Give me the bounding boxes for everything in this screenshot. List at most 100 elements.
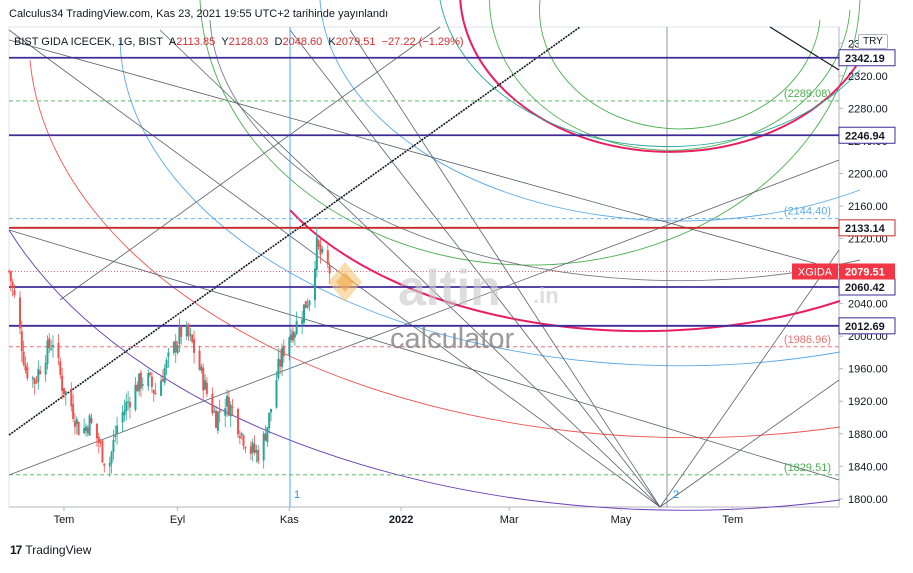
candle-body [229,404,232,417]
candle-body [242,435,245,446]
candle-body [205,382,208,394]
candle-body [48,338,51,349]
candle-body [59,361,62,375]
candle-body [141,384,144,386]
candle-body [216,411,219,431]
fib-arc [29,59,841,439]
candle-body [189,334,192,336]
symbol-badge [792,263,838,280]
level-badge [838,317,896,335]
candle-body [290,334,293,341]
candle-body [154,393,157,395]
series-legend[interactable]: BIST GIDA ICECEK, 1G, BIST A2113.85 Y212… [14,36,464,48]
candle-body [147,373,150,387]
legend-open: 2113.85 [176,36,216,48]
watermark-sub: calculator [390,323,514,355]
candle-body [302,304,305,323]
legend-low: 2048.60 [282,36,323,48]
x-tick-label: May [611,514,632,526]
footer-brand[interactable]: 17 TradingView [10,543,91,557]
candle-body [213,410,216,413]
candle-body [227,397,230,416]
candle-body [110,451,113,464]
watermark: altin .in calculator [328,260,559,355]
candle-body [44,362,47,375]
x-tick-label: Kas [280,514,299,526]
candle-body [72,404,75,419]
candle-body [237,409,240,435]
fan-line [659,379,840,508]
candle-body [20,331,23,352]
y-tick-label: 2280.00 [848,103,888,115]
price-badges-layer: 2342.19 2246.94 2133.14 2060.42 2012.69 XGIDA… [792,49,896,335]
time-axis[interactable]: Tem Eyl Kas 2022 Mar May Tem [54,507,744,526]
y-tick-label: 2040.00 [848,299,888,311]
candle-body [161,378,164,382]
candle-body [134,384,137,410]
candle-body [308,300,311,306]
marker-1: 1 [294,489,300,501]
candles-layer [8,227,331,477]
candle-body [37,368,40,383]
candle-body [231,406,234,408]
legend-close: 2079.51 [335,36,376,48]
candle-body [160,380,163,396]
level-label: (2289.08) [784,88,831,100]
candle-body [315,237,318,271]
candle-body [99,442,102,444]
candle-body [77,422,80,436]
candle-body [262,433,265,461]
x-tick-label: Mar [500,514,519,526]
y-tick-label: 1960.00 [848,364,888,376]
level-badge-label: 2012.69 [845,321,885,333]
candle-body [193,339,196,353]
candle-body [75,418,78,425]
currency-button[interactable]: TRY [858,34,888,49]
candle-body [255,450,258,453]
candle-body [116,425,119,435]
candle-body [90,418,93,424]
candle-body [180,326,183,337]
candle-body [257,450,260,462]
candle-body [218,410,221,413]
candle-body [62,388,65,394]
candle-body [301,319,304,325]
level-badge-label: 2342.19 [845,53,885,65]
candle-body [282,345,285,357]
candle-body [240,433,243,436]
y-tick-label: 1880.00 [848,429,888,441]
y-tick-label: 2200.00 [848,168,888,180]
candle-body [46,340,49,364]
candle-body [321,248,324,253]
watermark-logo [328,262,362,302]
legend-high: 2128.03 [228,36,269,48]
candle-body [121,412,124,423]
candle-body [224,408,227,416]
candle-body [123,410,126,416]
candle-body [291,331,294,341]
price-axis[interactable]: 1800.001840.001880.001920.001960.002000.… [839,38,888,506]
level-badge-label: 2133.14 [845,223,886,235]
legend-open-label: A [168,36,177,48]
fan-line [349,29,661,508]
candle-body [191,334,194,342]
legend-change: −27.22 (−1.29%) [381,36,464,48]
y-tick-label: 2120.00 [848,234,888,246]
level-badge [838,126,896,144]
tradingview-logo-icon: 17 [10,543,22,557]
candle-body [95,423,98,439]
fib-arc [489,0,851,151]
y-tick-label: 1800.00 [848,494,888,506]
candle-body [13,290,16,296]
candle-body [61,375,64,391]
candle-body [101,440,104,463]
candle-body [238,435,241,439]
fan-line [8,29,661,508]
candle-body [251,442,254,453]
candle-body [200,366,203,371]
marker-2: 2 [673,489,679,501]
candle-body [97,436,100,443]
fan-line [159,29,661,508]
fan-line [289,29,661,508]
